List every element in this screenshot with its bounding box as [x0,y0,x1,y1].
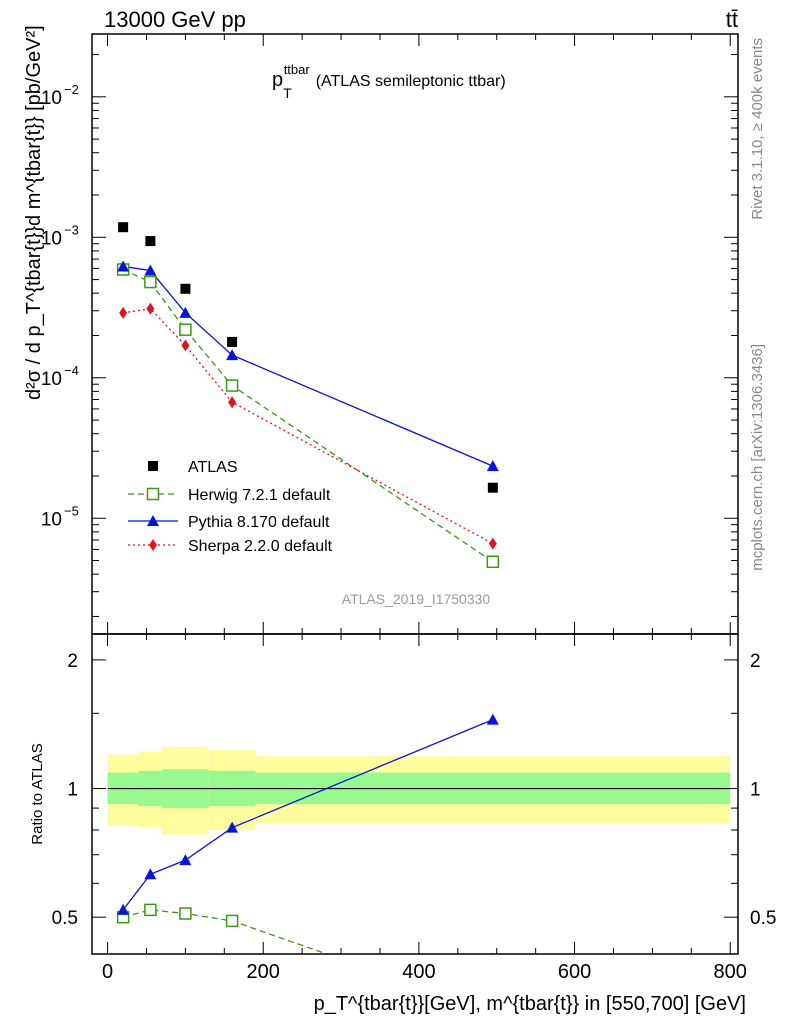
ratio-tick-label-left: 0.5 [52,908,78,929]
mcplots-label: mcplots.cern.ch [arXiv:1306.3436] [749,344,766,571]
x-axis-label: p_T^{tbar{t}}[GeV], m^{tbar{t}} in [550,… [314,993,746,1015]
herwig-point [144,275,157,289]
sherpa-legend-marker [149,539,157,551]
ratio-tick-label-left: 2 [67,651,78,672]
y-tick-label: 10 [41,228,62,249]
herwig-legend-label: Herwig 7.2.1 default [188,487,331,504]
pythia-ratio-point [486,713,499,725]
ratio-tick-label-left: 1 [67,780,78,801]
y-axis-label-ratio: Ratio to ATLAS [29,743,46,844]
pythia-ratio-point [117,903,130,915]
atlas-point [118,222,129,233]
rivet-version-label: Rivet 3.1.10, ≥ 400k events [749,38,766,220]
pythia-ratio-point [179,854,192,866]
x-tick-label: 400 [402,961,435,983]
y-tick-label: 10 [41,88,62,109]
sherpa-line [123,308,494,545]
y-tick-exponent: −5 [64,503,79,518]
atlas-point [487,482,498,493]
atlas-point [180,283,191,294]
pythia-ratio-point [144,868,157,880]
legend: ATLAS Herwig 7.2.1 default Pythia 8.170 de… [128,459,333,555]
pythia-point [144,264,157,276]
y-tick-exponent: −2 [64,82,79,97]
ratio-tick-label-right: 2 [750,651,761,672]
analysis-label: ATLAS_2019_I1750330 [342,591,491,607]
herwig-point [486,555,500,569]
series-markers [116,222,500,569]
sherpa-legend-label: Sherpa 2.2.0 default [188,538,333,555]
atlas-point [227,336,238,347]
herwig-point [179,323,192,336]
herwig-line [122,268,494,563]
ratio-markers [116,713,499,954]
y-tick-exponent: −3 [64,222,79,237]
y-axis-label-main: d²σ / d p_T^{tbar{t}}d m^{tbar{t}} [pb/G… [23,25,45,400]
plot-title: pTttbar(ATLAS semileptonic ttbar) [272,62,506,101]
y-tick-label: 10 [41,369,62,390]
pythia-ratio-point [226,821,239,833]
herwig-ratio-point [225,914,239,928]
sherpa-point [146,302,155,315]
y-tick-label: 10 [41,509,62,530]
herwig-ratio-point [144,903,157,917]
sherpa-point [181,339,190,352]
sherpa-point [119,306,128,319]
x-tick-label: 0 [102,961,113,983]
ratio-tick-label-right: 1 [750,780,761,801]
ratio-frame [91,633,739,955]
uncertainty-bands [107,747,731,835]
y-tick-exponent: −4 [64,363,79,378]
atlas-legend-marker [148,461,158,471]
pythia-point [117,260,130,272]
process-label: 13000 GeV pp [104,7,246,32]
pythia-point [486,460,499,472]
sherpa-point [488,537,497,550]
channel-label: tt̄ [726,7,738,32]
herwig-legend-marker [146,487,160,501]
herwig-ratio-point [179,907,192,920]
x-tick-label: 200 [247,961,280,983]
atlas-legend-label: ATLAS [188,459,238,476]
atlas-point [145,236,156,247]
pythia-legend-marker [147,515,159,526]
pythia-legend-label: Pythia 8.170 default [188,514,330,531]
pythia-point [226,349,239,361]
sherpa-point [228,396,237,409]
pythia-point [179,306,192,318]
x-tick-label: 800 [714,961,747,983]
herwig-point [225,379,239,392]
ratio-tick-label-right: 0.5 [750,908,776,929]
x-tick-label: 600 [558,961,591,983]
